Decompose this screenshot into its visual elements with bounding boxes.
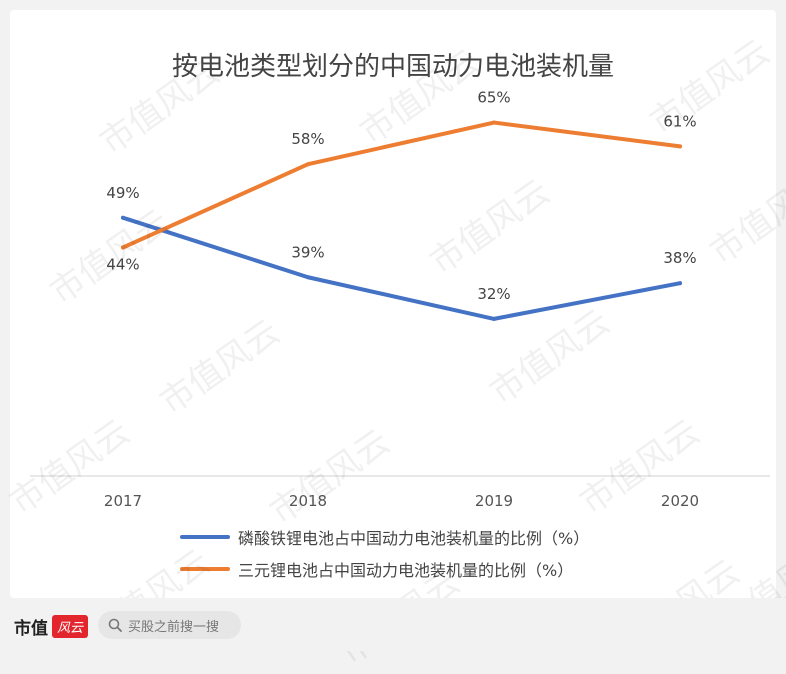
data-label: 39% — [291, 243, 324, 261]
data-point — [121, 215, 125, 220]
x-tick-label: 2017 — [104, 492, 142, 510]
data-label: 65% — [477, 89, 510, 107]
brand-mark: 风云 — [52, 615, 89, 638]
search-box[interactable]: 买股之前搜一搜 — [98, 611, 241, 639]
data-point — [492, 316, 496, 321]
x-tick-label: 2018 — [289, 492, 327, 510]
legend-swatch-ncm — [180, 567, 230, 571]
data-point — [306, 162, 310, 167]
data-label: 32% — [477, 285, 510, 303]
data-label: 38% — [663, 249, 696, 267]
data-point — [306, 275, 310, 280]
legend-label-lfp: 磷酸铁锂电池占中国动力电池装机量的比例（%） — [238, 529, 590, 548]
data-label: 61% — [663, 112, 696, 130]
chart-card: 按电池类型划分的中国动力电池装机量 2017 2018 2019 2020 49% 39%… — [10, 10, 776, 598]
footer-bar: 市值 风云 买股之前搜一搜 — [0, 598, 786, 651]
data-point — [121, 245, 125, 250]
data-label: 58% — [291, 130, 324, 148]
search-icon — [108, 618, 122, 632]
data-point — [678, 144, 682, 149]
search-placeholder: 买股之前搜一搜 — [128, 619, 220, 635]
data-label: 44% — [106, 256, 139, 274]
data-point — [492, 120, 496, 125]
legend-item-ncm: 三元锂电池占中国动力电池装机量的比例（%） — [180, 553, 589, 585]
line-chart: 2017 2018 2019 2020 49% 39% 32% 38% 44% 58% 65% 61% — [30, 89, 770, 510]
data-label: 49% — [106, 184, 139, 202]
legend: 磷酸铁锂电池占中国动力电池装机量的比例（%） 三元锂电池占中国动力电池装机量的比… — [180, 521, 589, 585]
legend-swatch-lfp — [180, 535, 230, 539]
brand-logo[interactable]: 市值 风云 — [14, 614, 89, 639]
series-line-0 — [121, 215, 682, 321]
x-tick-label: 2020 — [661, 492, 699, 510]
data-point — [678, 281, 682, 286]
brand-name: 市值 — [14, 619, 48, 639]
legend-label-ncm: 三元锂电池占中国动力电池装机量的比例（%） — [238, 561, 574, 580]
x-tick-label: 2019 — [475, 492, 513, 510]
series-line-1 — [121, 120, 682, 250]
legend-item-lfp: 磷酸铁锂电池占中国动力电池装机量的比例（%） — [180, 521, 589, 553]
chart-title: 按电池类型划分的中国动力电池装机量 — [171, 52, 614, 82]
